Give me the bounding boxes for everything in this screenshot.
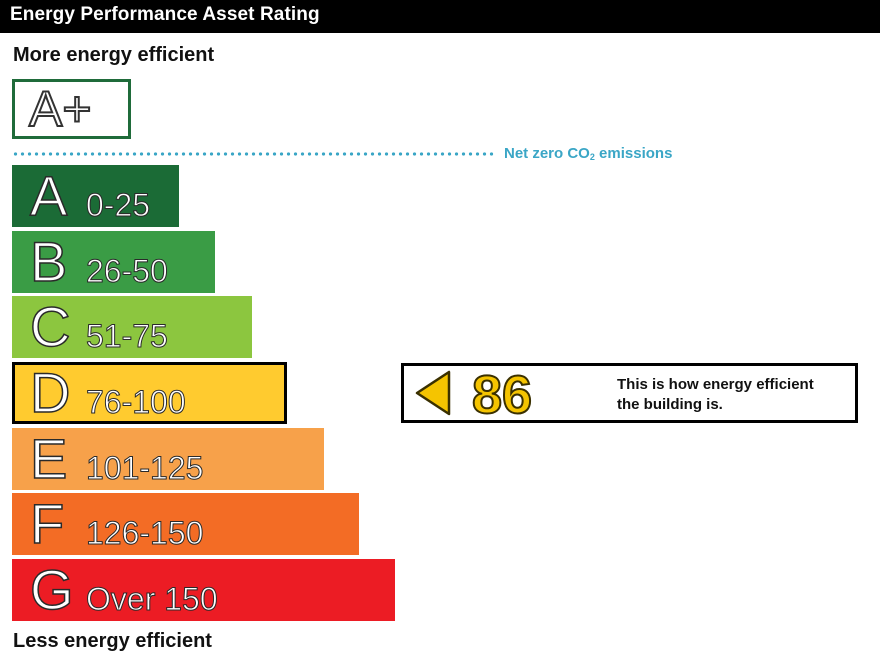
band-e: E 101-125 (12, 428, 324, 490)
band-letter: D (29, 361, 71, 424)
band-d: D 76-100 (12, 362, 287, 424)
band-range: 26-50 (86, 253, 169, 290)
band-letter: F (29, 492, 65, 555)
a-plus-band: A+ (12, 79, 131, 139)
less-efficient-label: Less energy efficient (13, 630, 212, 652)
band-range: 76-100 (86, 384, 187, 421)
band-c: C 51-75 (12, 296, 252, 358)
rating-caption: This is how energy efficient the buildin… (617, 375, 852, 415)
net-zero-text: Net zero CO (504, 145, 590, 162)
band-letter: B (29, 230, 68, 293)
more-efficient-label: More energy efficient (13, 44, 215, 66)
rating-score: 86 (471, 365, 533, 425)
net-zero-subscript: 2 (589, 152, 595, 162)
band-letter: C (29, 295, 71, 358)
band-letter: G (29, 558, 74, 621)
rating-caption-line1: This is how energy efficient (617, 376, 814, 393)
band-letter: A (29, 164, 68, 227)
band-a: A 0-25 (12, 165, 179, 227)
net-zero-dotted-line (12, 152, 494, 156)
band-range: 101-125 (85, 450, 204, 487)
band-range: 126-150 (85, 515, 204, 552)
band-b: B 26-50 (12, 231, 215, 293)
header-bar: Energy Performance Asset Rating (0, 0, 880, 33)
band-range: 0-25 (85, 187, 151, 224)
rating-caption-line2: the building is. (617, 396, 723, 413)
band-letter: E (29, 427, 68, 490)
current-rating-indicator: 86 This is how energy efficient the buil… (401, 363, 858, 423)
band-range: Over 150 (86, 581, 219, 618)
net-zero-label: Net zero CO2 emissions (504, 145, 672, 162)
a-plus-label: A+ (28, 81, 93, 137)
band-range: 51-75 (86, 318, 169, 355)
page-title: Energy Performance Asset Rating (10, 4, 320, 25)
band-f: F 126-150 (12, 493, 359, 555)
net-zero-suffix: emissions (594, 145, 673, 162)
band-g: G Over 150 (12, 559, 395, 621)
left-arrow-icon (415, 370, 451, 416)
